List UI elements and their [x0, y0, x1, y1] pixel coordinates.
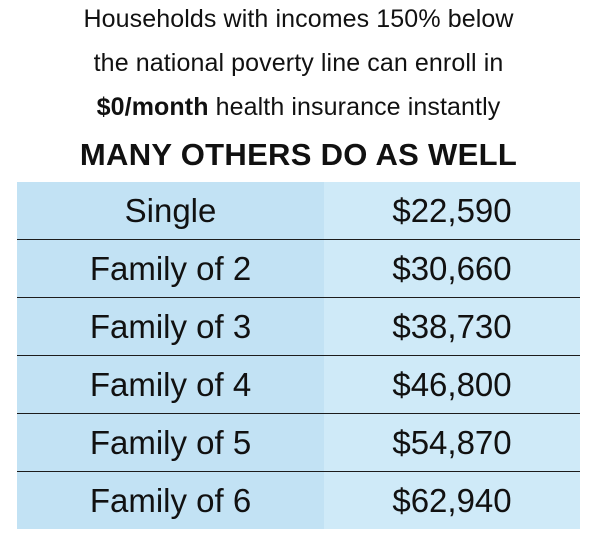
income-cell: $46,800: [324, 355, 580, 414]
intro-line-3-rest: health insurance instantly: [208, 93, 501, 121]
household-cell: Single: [17, 182, 324, 240]
table-row: Single $22,590: [17, 182, 580, 240]
table-row: Family of 4 $46,800: [17, 355, 580, 414]
household-cell: Family of 4: [17, 355, 324, 414]
household-cell: Family of 2: [17, 239, 324, 298]
income-table-container: Single $22,590 Family of 2 $30,660 Famil…: [17, 182, 580, 529]
income-cell: $54,870: [324, 413, 580, 472]
income-table: Single $22,590 Family of 2 $30,660 Famil…: [17, 182, 580, 529]
household-cell: Family of 5: [17, 413, 324, 472]
household-cell: Family of 6: [17, 471, 324, 529]
table-row: Family of 2 $30,660: [17, 239, 580, 298]
income-cell: $62,940: [324, 471, 580, 529]
intro-line-3: $0/month health insurance instantly: [0, 85, 597, 129]
table-row: Family of 3 $38,730: [17, 297, 580, 356]
income-cell: $22,590: [324, 182, 580, 240]
income-cell: $38,730: [324, 297, 580, 356]
price-highlight: $0/month: [96, 93, 209, 121]
intro-line-1: Households with incomes 150% below: [83, 5, 514, 33]
household-cell: Family of 3: [17, 297, 324, 356]
income-cell: $30,660: [324, 239, 580, 298]
intro-line-2: the national poverty line can enroll in: [93, 49, 504, 77]
header: Households with incomes 150% below the n…: [0, 0, 597, 181]
table-row: Family of 5 $54,870: [17, 413, 580, 472]
headline: MANY OTHERS DO AS WELL: [79, 137, 518, 172]
table-row: Family of 6 $62,940: [17, 471, 580, 529]
